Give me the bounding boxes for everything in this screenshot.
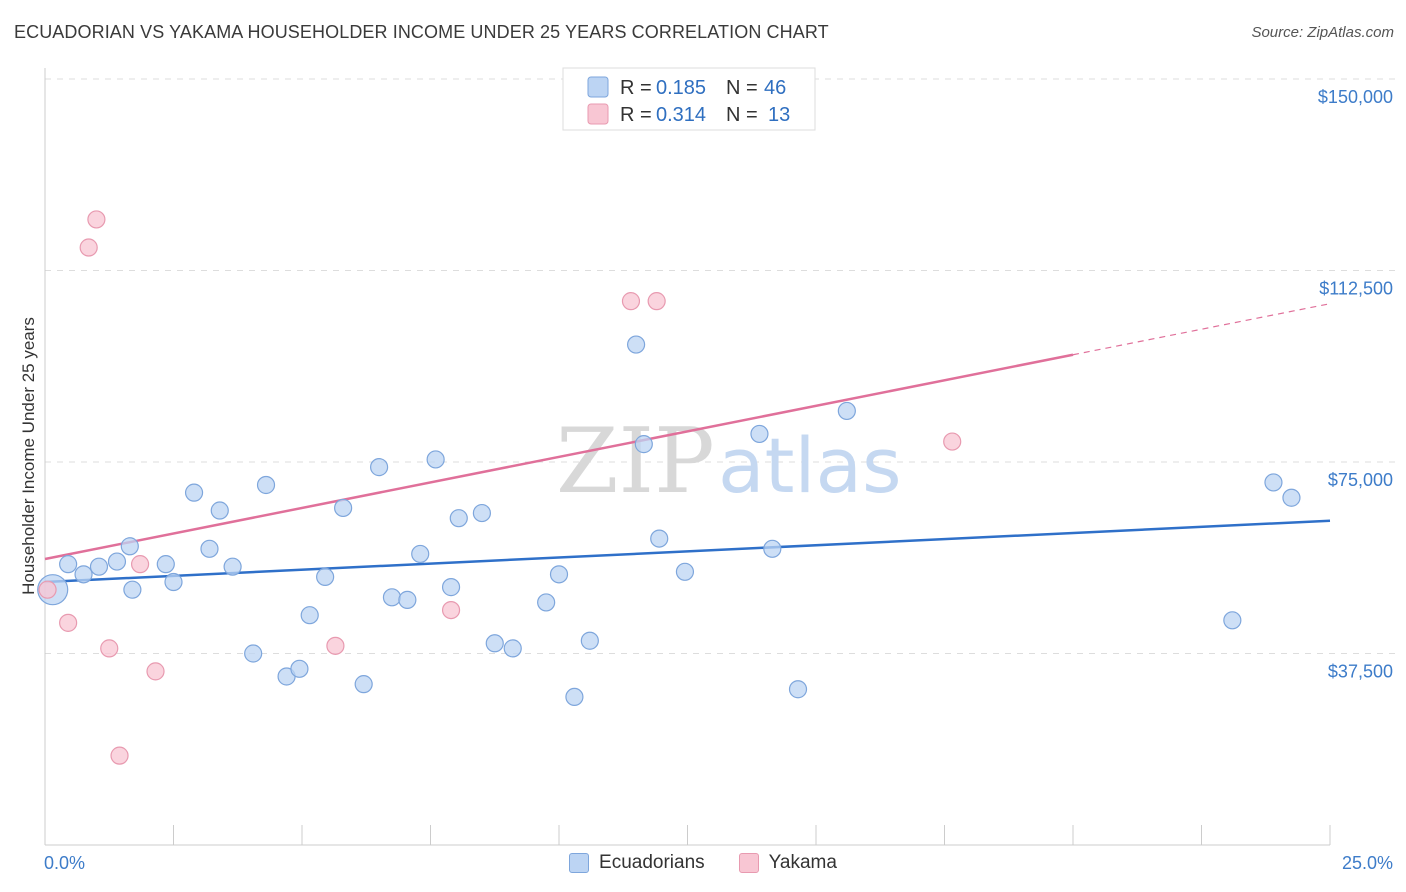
- point-ecuadorians-41: [788, 680, 808, 699]
- point-yakama-2: [79, 238, 98, 257]
- point-yakama-4: [100, 639, 119, 658]
- point-ecuadorians-6: [123, 580, 142, 599]
- point-ecuadorians-14: [256, 475, 276, 495]
- y-tick-label-1: $75,000: [1328, 470, 1393, 490]
- legend-r-value-1: 0.185: [656, 77, 706, 99]
- legend-n-label-1: N =: [726, 77, 758, 99]
- point-ecuadorians-13: [244, 644, 263, 663]
- point-ecuadorians-3: [89, 557, 109, 576]
- point-ecuadorians-20: [354, 675, 373, 694]
- point-ecuadorians-11: [210, 501, 229, 520]
- legend-box: R = 0.185 N = 46 R = 0.314 N = 13: [562, 67, 816, 131]
- legend-n-value-2: 13: [768, 104, 790, 126]
- legend-label-ecuadorians: Ecuadorians: [599, 852, 705, 873]
- trend-line-yakama-extension: [1072, 303, 1331, 356]
- legend-n-label-2: N =: [726, 104, 758, 126]
- legend-item-yakama[interactable]: Yakama: [738, 852, 837, 874]
- point-ecuadorians-30: [503, 639, 522, 658]
- point-ecuadorians-16: [290, 659, 309, 678]
- point-ecuadorians-9: [184, 483, 204, 502]
- watermark-atlas: atlas: [718, 421, 902, 510]
- watermark-zip: ZIP: [556, 409, 715, 514]
- point-ecuadorians-28: [472, 503, 491, 523]
- point-ecuadorians-32: [549, 565, 569, 584]
- point-ecuadorians-38: [675, 562, 695, 581]
- point-ecuadorians-23: [398, 590, 417, 609]
- point-ecuadorians-7: [156, 555, 175, 574]
- point-ecuadorians-42: [837, 401, 856, 421]
- point-ecuadorians-33: [565, 687, 584, 707]
- point-ecuadorians-5: [120, 537, 139, 556]
- point-yakama-0: [38, 580, 57, 599]
- legend-r-label-2: R =: [620, 104, 652, 126]
- point-yakama-11: [647, 292, 666, 311]
- point-yakama-1: [59, 613, 78, 632]
- legend-swatch-icon-pink: [738, 853, 759, 873]
- trend-line-ecuadorians: [44, 519, 1331, 584]
- point-yakama-6: [130, 555, 150, 574]
- x-tick-label-min: 0.0%: [44, 853, 85, 873]
- point-ecuadorians-44: [1264, 473, 1283, 492]
- point-ecuadorians-35: [626, 335, 646, 354]
- legend-swatch-ecuadorians: [587, 76, 609, 98]
- legend-item-ecuadorians[interactable]: Ecuadorians: [569, 852, 705, 874]
- legend-n-value-1: 46: [764, 77, 786, 99]
- point-yakama-3: [87, 210, 106, 229]
- source-label: Source: ZipAtlas.com: [1251, 24, 1394, 41]
- point-ecuadorians-43: [1223, 611, 1242, 630]
- legend-r-label-1: R =: [620, 77, 652, 99]
- point-ecuadorians-39: [750, 424, 769, 444]
- y-tick-label-3: $150,000: [1318, 87, 1393, 107]
- point-ecuadorians-17: [300, 606, 319, 625]
- grid-lines: [45, 78, 1395, 654]
- x-tick-label-max: 25.0%: [1342, 853, 1393, 873]
- bottom-legend: Ecuadorians Yakama: [0, 852, 1406, 874]
- point-ecuadorians-31: [537, 593, 556, 612]
- legend-label-yakama: Yakama: [768, 852, 837, 873]
- legend-swatch-yakama: [587, 103, 609, 125]
- point-ecuadorians-19: [334, 498, 353, 518]
- data-points: [37, 210, 1301, 765]
- point-yakama-8: [326, 636, 345, 655]
- point-ecuadorians-21: [370, 458, 389, 477]
- point-yakama-7: [146, 662, 165, 681]
- point-ecuadorians-45: [1282, 488, 1301, 507]
- chart-title: ECUADORIAN VS YAKAMA HOUSEHOLDER INCOME …: [14, 22, 829, 42]
- point-ecuadorians-18: [316, 567, 335, 587]
- y-tick-label-2: $112,500: [1319, 279, 1393, 299]
- legend-swatch-icon-blue: [569, 853, 590, 873]
- point-ecuadorians-1: [59, 555, 78, 574]
- point-yakama-12: [943, 432, 962, 451]
- trend-line-yakama: [44, 353, 1074, 561]
- point-ecuadorians-37: [650, 529, 669, 548]
- point-ecuadorians-34: [580, 631, 599, 650]
- trend-lines: [44, 303, 1331, 584]
- y-tick-label-0: $37,500: [1328, 662, 1393, 682]
- point-ecuadorians-29: [485, 634, 504, 653]
- point-ecuadorians-26: [441, 578, 461, 597]
- point-ecuadorians-2: [74, 565, 93, 584]
- point-yakama-5: [110, 746, 129, 765]
- point-ecuadorians-22: [382, 588, 402, 607]
- point-ecuadorians-27: [449, 509, 468, 528]
- y-tick-labels: $37,500 $75,000 $112,500 $150,000: [1318, 87, 1393, 682]
- point-ecuadorians-8: [164, 572, 183, 592]
- axes: [44, 68, 1331, 846]
- point-ecuadorians-4: [107, 552, 127, 571]
- point-ecuadorians-10: [200, 539, 219, 558]
- point-ecuadorians-25: [426, 450, 445, 469]
- legend-r-value-2: 0.314: [656, 104, 706, 126]
- point-ecuadorians-40: [763, 539, 782, 558]
- point-ecuadorians-12: [223, 557, 242, 576]
- y-axis-title: Householder Income Under 25 years: [19, 317, 38, 595]
- point-yakama-10: [621, 292, 641, 311]
- point-ecuadorians-36: [634, 435, 653, 454]
- point-yakama-9: [441, 600, 461, 620]
- point-ecuadorians-24: [411, 544, 430, 564]
